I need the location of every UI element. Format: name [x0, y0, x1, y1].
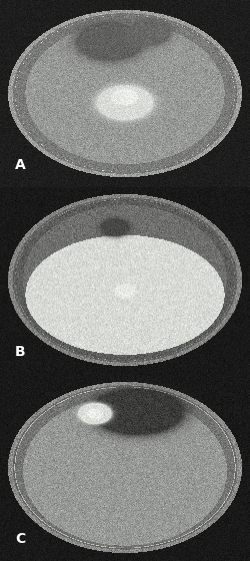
Text: C: C — [15, 532, 25, 546]
Text: B: B — [15, 345, 26, 359]
Text: A: A — [15, 158, 26, 172]
